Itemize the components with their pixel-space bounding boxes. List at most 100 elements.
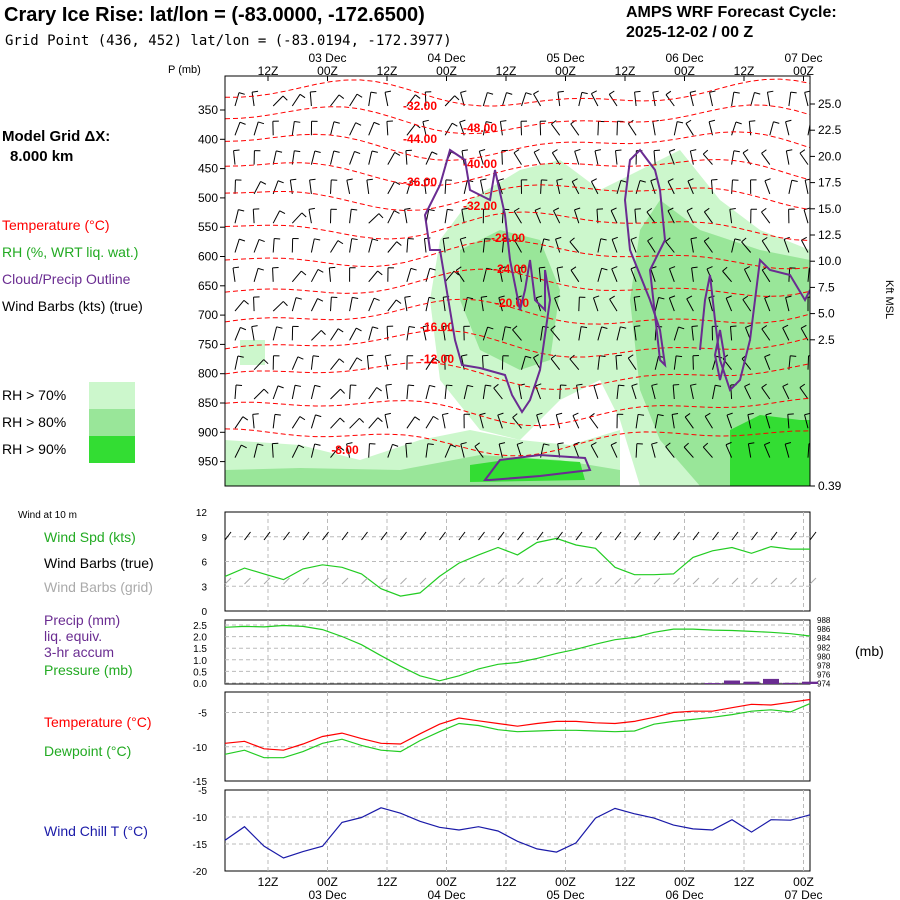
wind-barb-staff	[387, 241, 398, 253]
wind-barb	[233, 149, 240, 165]
wind-barb	[578, 296, 586, 312]
wind-barb-staff	[766, 92, 771, 107]
height-tick-label: 25.0	[818, 97, 842, 111]
wind-barb-flag	[569, 237, 575, 243]
wind-barb-staff	[651, 443, 656, 458]
wind-barb	[291, 444, 305, 458]
wind-barb	[665, 237, 675, 253]
wind-barb-flag	[499, 266, 506, 269]
wind-barb-staff	[330, 388, 341, 400]
wind-barb	[559, 384, 567, 400]
wind-barb-10m-true	[380, 531, 388, 541]
wind-barb	[596, 208, 603, 224]
wind-barb	[272, 120, 279, 136]
wind-barb	[782, 324, 790, 341]
pressure-tick-label: 350	[198, 103, 218, 117]
wind-barb-flag	[683, 442, 689, 448]
wind-barb-flag	[415, 94, 421, 99]
wind-barb-staff	[671, 414, 675, 429]
wind-barb	[330, 208, 337, 224]
wind-barb-flag	[690, 237, 697, 240]
pressure-legend: Pressure (mb)	[44, 662, 133, 678]
wind-barb	[330, 150, 340, 165]
wind-barb-staff	[750, 92, 755, 107]
wind-barb-staff	[291, 444, 299, 458]
wind-barb	[569, 354, 580, 371]
wind-barb-staff	[272, 267, 274, 282]
wind-barb-flag	[356, 357, 363, 362]
wind-barb-staff	[368, 238, 373, 253]
wind-barb-staff	[234, 300, 245, 312]
wind-barb-staff	[518, 385, 522, 400]
wind-barb-flag	[446, 384, 453, 387]
wind-barb-staff	[442, 238, 446, 253]
wind-barb-flag	[761, 237, 768, 242]
wind-barb-staff	[480, 297, 484, 312]
wind-barb	[556, 178, 563, 195]
wind-barb-flag	[600, 238, 607, 241]
wind-barb	[750, 179, 757, 194]
wind-barb-10m-grid	[556, 577, 563, 585]
wind-barb-flag	[487, 92, 494, 95]
wind-barb	[498, 295, 505, 312]
pressure-tick-label: 978	[817, 662, 831, 671]
wind-barb-flag	[333, 150, 340, 153]
wind-barb-flag	[786, 149, 793, 152]
bottom-hour-label: 12Z	[615, 875, 636, 889]
wind-barb	[761, 237, 771, 253]
wind-barb-staff	[540, 326, 544, 341]
wind-barb	[479, 178, 487, 195]
wind-barb-flag	[298, 444, 305, 449]
wind-barb-10m-true	[341, 531, 349, 541]
wind-barb-staff	[550, 358, 561, 371]
wind-barb-flag	[263, 359, 269, 365]
wind-barb-flag	[554, 295, 561, 299]
y-tick-label: 3	[201, 582, 207, 593]
wind-barb-staff	[725, 444, 733, 458]
wind-barb	[573, 441, 580, 458]
wind-barb-staff	[291, 121, 295, 136]
wind-barb-staff	[366, 179, 370, 194]
rh-bin-90: RH > 90%	[2, 441, 67, 457]
precip-tick-label: 1.5	[193, 644, 207, 655]
wind-barb-10m-grid	[478, 577, 485, 585]
wind-barb-flag	[338, 446, 345, 451]
pressure-tick-label: 700	[198, 308, 218, 322]
wind-barb	[291, 356, 304, 370]
wind-barb-flag	[744, 383, 751, 387]
wind-barb-staff	[610, 210, 618, 224]
wind-barb	[425, 384, 436, 400]
wind-barb	[482, 121, 493, 136]
wind-barb-flag	[408, 384, 415, 387]
precip-tick-label: 0.5	[193, 667, 207, 678]
y-tick-label: -5	[198, 709, 207, 720]
precip-bar	[743, 681, 760, 684]
wind-barb	[807, 296, 810, 312]
wind-barb-staff	[330, 297, 332, 312]
wind-barb-staff	[726, 414, 733, 429]
wind-barb-10m-grid	[595, 577, 602, 585]
wind-barb-staff	[553, 210, 561, 224]
wind-barb-flag	[785, 442, 792, 445]
rh-bin-70: RH > 70%	[2, 387, 67, 403]
wind-barb-flag	[811, 122, 817, 123]
bottom-hour-label: 12Z	[496, 875, 517, 889]
wind-barb-staff	[405, 443, 408, 458]
pressure-tick-label: 650	[198, 279, 218, 293]
wind-barb	[665, 442, 675, 458]
wind-barb	[234, 444, 247, 458]
wind-barb	[252, 413, 259, 429]
wind-barb-staff	[253, 297, 255, 312]
wind-barb-flag	[408, 326, 415, 328]
wind-barb	[384, 354, 392, 370]
pressure-tick-label: 550	[198, 220, 218, 234]
wind-barb-flag	[556, 266, 564, 269]
wind-barb-staff	[423, 179, 427, 194]
wind-barb-staff	[444, 95, 456, 107]
wind-barb-staff	[272, 150, 277, 165]
wind-barb	[687, 178, 694, 195]
wind-barb-staff	[668, 297, 675, 312]
wind-barb	[501, 326, 512, 341]
wind-barb-staff	[272, 301, 284, 312]
wind-barb	[501, 92, 513, 107]
